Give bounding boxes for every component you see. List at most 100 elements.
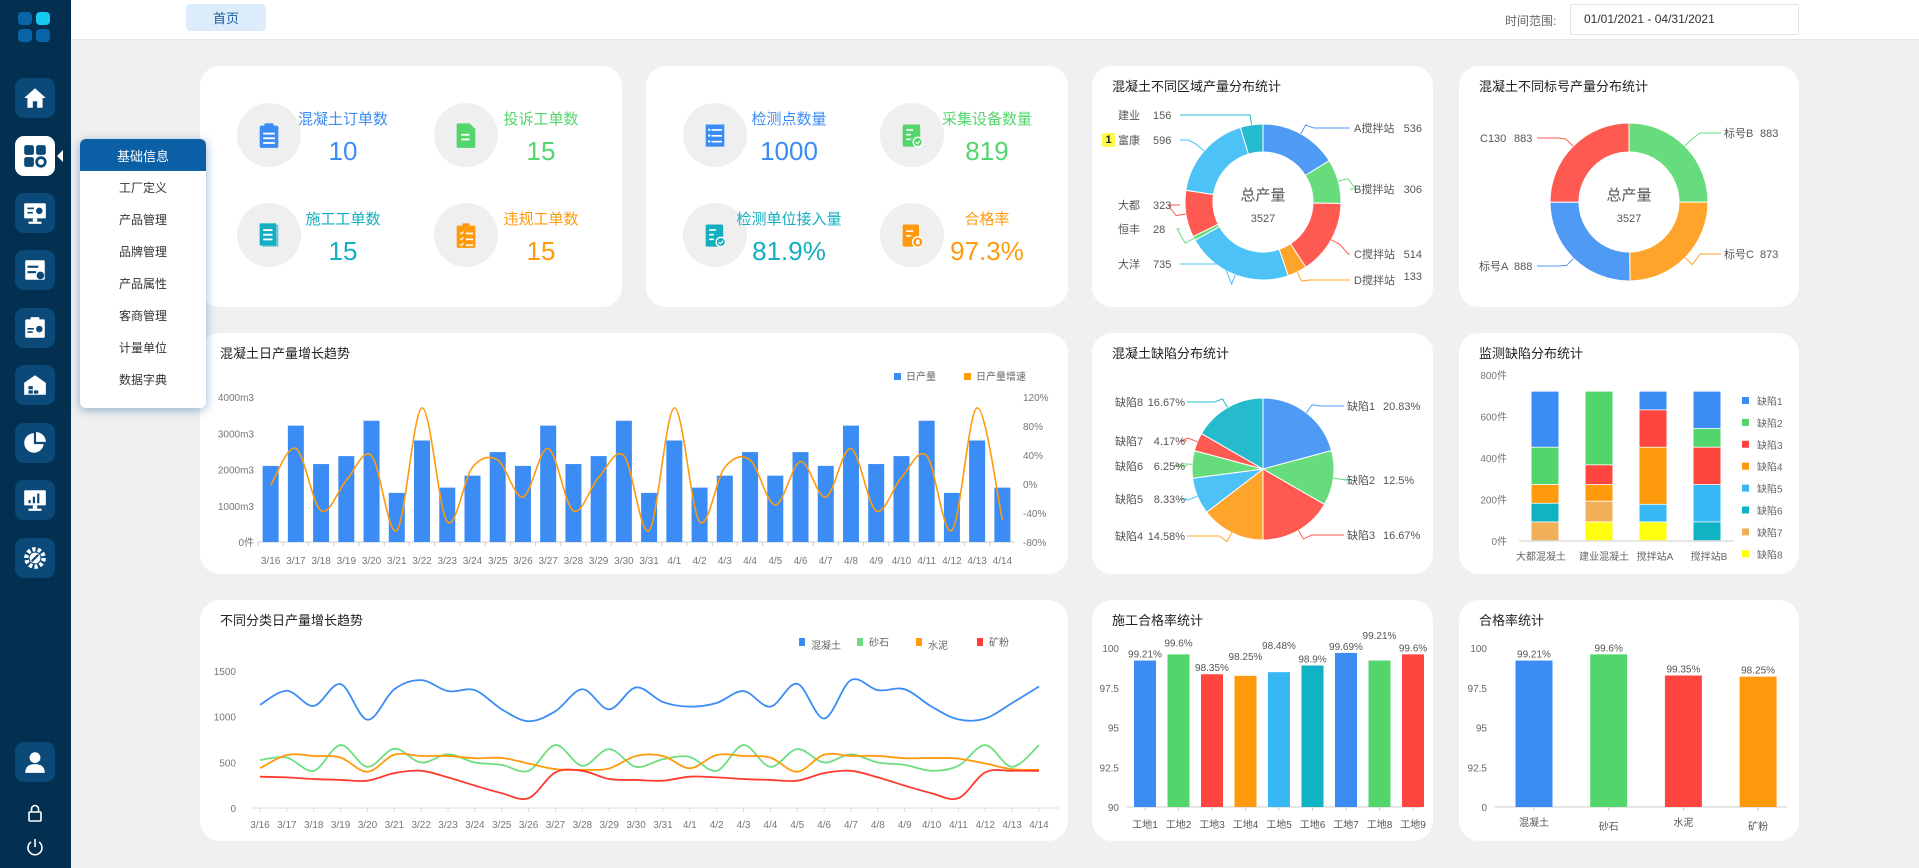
menu-item-brand[interactable]: 品牌管理 <box>118 244 167 259</box>
bar[interactable] <box>439 487 456 542</box>
home-icon[interactable] <box>15 78 55 118</box>
bar[interactable] <box>868 464 885 542</box>
stacked-bar-segment[interactable] <box>1693 484 1721 522</box>
stacked-bar-segment[interactable] <box>1639 504 1667 522</box>
stacked-bar-segment[interactable] <box>1531 503 1559 522</box>
stacked-bar-segment[interactable] <box>1585 501 1613 522</box>
legend-label[interactable]: 缺陷8 <box>1757 548 1783 561</box>
bar[interactable] <box>943 492 960 542</box>
pie-slice[interactable] <box>1549 122 1630 203</box>
warehouse-icon[interactable] <box>15 365 55 405</box>
legend-label[interactable]: 混凝土 <box>811 639 841 652</box>
legend-label[interactable]: 水泥 <box>928 639 948 652</box>
report-settings-icon[interactable] <box>15 308 55 348</box>
tab-home[interactable]: 首页 <box>186 4 266 31</box>
stacked-bar-segment[interactable] <box>1639 447 1667 504</box>
bar[interactable] <box>313 464 330 542</box>
legend-label[interactable]: 缺陷4 <box>1757 461 1783 474</box>
bar[interactable] <box>287 425 304 542</box>
menu-item-factory[interactable]: 工厂定义 <box>118 180 167 195</box>
menu-item-attribute[interactable]: 产品属性 <box>118 276 167 291</box>
pie-slice[interactable] <box>1629 201 1709 282</box>
stacked-bar-segment[interactable] <box>1639 391 1667 410</box>
legend-label[interactable]: 缺陷3 <box>1757 439 1783 452</box>
stacked-bar-segment[interactable] <box>1639 522 1667 541</box>
pie-chart-icon[interactable] <box>15 423 55 463</box>
bar[interactable] <box>565 464 582 542</box>
bar[interactable] <box>767 475 784 542</box>
bar[interactable] <box>464 475 481 542</box>
bar[interactable] <box>1664 675 1702 807</box>
bar[interactable] <box>338 456 355 542</box>
stacked-bar-segment[interactable] <box>1693 428 1721 447</box>
bar[interactable] <box>388 492 405 542</box>
bar[interactable] <box>590 456 607 542</box>
bar[interactable] <box>1739 676 1777 807</box>
bar[interactable] <box>262 465 279 542</box>
bar[interactable] <box>1134 660 1156 807</box>
lock-icon[interactable] <box>25 803 45 823</box>
bar[interactable] <box>716 475 733 542</box>
dashboard-icon[interactable] <box>15 480 55 520</box>
bar[interactable] <box>1515 660 1553 807</box>
stacked-bar-segment[interactable] <box>1585 522 1613 541</box>
legend-label[interactable]: 日产量 <box>906 370 936 383</box>
legend-label[interactable]: 缺陷5 <box>1757 483 1783 496</box>
pie-slice[interactable] <box>1185 126 1250 196</box>
bar[interactable] <box>742 452 759 542</box>
pie-slice[interactable] <box>1262 468 1326 541</box>
stacked-bar-segment[interactable] <box>1585 391 1613 465</box>
stacked-bar-segment[interactable] <box>1531 522 1559 541</box>
stacked-bar-segment[interactable] <box>1639 410 1667 447</box>
bar[interactable] <box>489 452 506 542</box>
stacked-bar-segment[interactable] <box>1693 522 1721 541</box>
legend-label[interactable]: 缺陷7 <box>1757 526 1783 539</box>
bar[interactable] <box>514 465 531 542</box>
bar[interactable] <box>918 420 935 542</box>
bar[interactable] <box>893 456 910 542</box>
bar[interactable] <box>414 440 431 543</box>
bar[interactable] <box>817 465 834 542</box>
stacked-bar-segment[interactable] <box>1531 391 1559 447</box>
pie-slice[interactable] <box>1200 397 1264 470</box>
menu-title[interactable]: 基础信息 <box>80 139 206 171</box>
bar[interactable] <box>1234 675 1257 807</box>
bar[interactable] <box>792 452 809 542</box>
bar[interactable] <box>969 440 986 543</box>
bar[interactable] <box>1201 674 1223 807</box>
bar[interactable] <box>1368 660 1391 807</box>
menu-item-product[interactable]: 产品管理 <box>118 212 167 227</box>
bar[interactable] <box>1301 665 1324 807</box>
menu-item-client[interactable]: 客商管理 <box>118 308 167 323</box>
power-icon[interactable] <box>25 837 45 857</box>
menu-item-unit[interactable]: 计量单位 <box>118 340 167 355</box>
legend-label[interactable]: 砂石 <box>869 636 889 649</box>
legend-label[interactable]: 缺陷1 <box>1757 395 1783 408</box>
bar[interactable] <box>1167 654 1190 807</box>
user-icon[interactable] <box>15 742 55 782</box>
stacked-bar-segment[interactable] <box>1585 484 1613 501</box>
basic-info-icon[interactable] <box>15 136 55 176</box>
bar[interactable] <box>666 440 683 543</box>
bar[interactable] <box>363 420 380 542</box>
legend-label[interactable]: 缺陷2 <box>1757 417 1783 430</box>
bar[interactable] <box>540 425 557 542</box>
bar[interactable] <box>641 492 658 542</box>
bar[interactable] <box>1590 654 1628 807</box>
stacked-bar-segment[interactable] <box>1693 447 1721 485</box>
menu-item-dictionary[interactable]: 数据字典 <box>118 372 167 387</box>
bar[interactable] <box>1402 654 1424 807</box>
settings-tools-icon[interactable] <box>15 538 55 578</box>
bar[interactable] <box>842 425 859 542</box>
legend-label[interactable]: 日产量增速 <box>976 370 1026 383</box>
schedule-icon[interactable] <box>15 250 55 290</box>
stacked-bar-segment[interactable] <box>1693 391 1721 429</box>
stacked-bar-segment[interactable] <box>1585 465 1613 485</box>
stacked-bar-segment[interactable] <box>1531 484 1559 503</box>
legend-label[interactable]: 缺陷6 <box>1757 505 1783 518</box>
pie-slice[interactable] <box>1194 225 1289 281</box>
bar[interactable] <box>615 420 632 542</box>
time-range-input[interactable]: 01/01/2021 - 04/31/2021 <box>1570 4 1799 35</box>
bar[interactable] <box>1335 652 1357 807</box>
pie-slice[interactable] <box>1239 123 1264 155</box>
